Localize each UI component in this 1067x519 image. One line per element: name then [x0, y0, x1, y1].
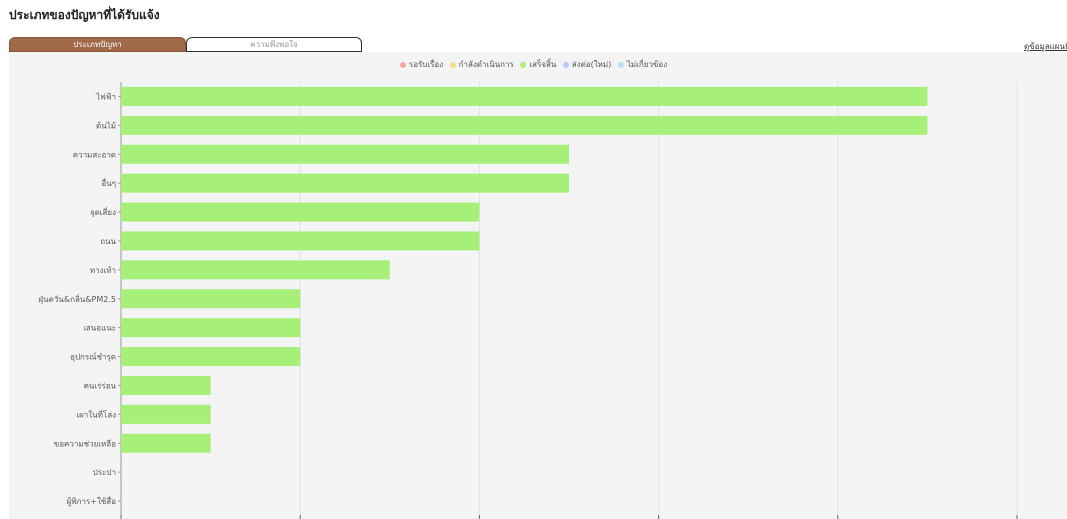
category-label: อื่นๆ [101, 177, 116, 188]
category-label: ผู้พิการ+ใช้สื่อ [67, 495, 117, 507]
legend-label-in-progress: กำลังดำเนินการ [458, 60, 514, 69]
category-label: จุดเสี่ยง [90, 206, 116, 217]
legend-dot-forwarded [562, 61, 569, 68]
bar [121, 144, 569, 164]
category-label: ต้นไม้ [96, 121, 116, 130]
category-label: ขอความช่วยเหลือ [54, 439, 116, 448]
legend-item-forwarded[interactable]: ส่งต่อ(ใหม่) [562, 58, 612, 71]
legend-item-completed[interactable]: เสร็จสิ้น [520, 58, 556, 71]
bar [121, 231, 480, 251]
legend-item-not-related[interactable]: ไม่เกี่ยวข้อง [617, 58, 668, 71]
map-link[interactable]: ดูข้อมูลแผนที่ [1024, 42, 1067, 51]
bar [121, 86, 928, 106]
bar [121, 433, 211, 453]
legend-label-not-related: ไม่เกี่ยวข้อง [626, 60, 668, 69]
legend-label-pending: รอรับเรื่อง [408, 60, 444, 69]
chart-legend: รอรับเรื่อง กำลังดำเนินการ เสร็จสิ้น ส่ง… [0, 58, 1067, 71]
category-label: ฝุ่นควัน&กลิ่น&PM2.5 [38, 293, 116, 304]
category-label: คนเร่ร่อน [84, 381, 117, 390]
legend-label-completed: เสร็จสิ้น [529, 60, 557, 69]
category-label: ถนน [100, 237, 116, 246]
category-label: เผาในที่โล่ง [76, 408, 116, 419]
category-label: เสนอแนะ [83, 324, 116, 333]
legend-item-in-progress[interactable]: กำลังดำเนินการ [449, 58, 514, 71]
legend-label-forwarded: ส่งต่อ(ใหม่) [571, 60, 612, 69]
bar [121, 202, 480, 222]
category-label: ทางเท้า [90, 266, 116, 275]
bar [121, 289, 301, 309]
page-title: ประเภทของปัญหาที่ได้รับแจ้ง [9, 8, 160, 22]
tab-problem-type[interactable]: ประเภทปัญหา [9, 37, 186, 52]
category-label: อุปกรณ์ชำรุด [70, 352, 116, 362]
legend-dot-not-related [617, 61, 624, 68]
legend-dot-completed [520, 61, 527, 68]
bar [121, 115, 928, 135]
category-label: ไฟฟ้า [95, 92, 116, 101]
category-label: ความสะอาด [73, 150, 116, 159]
bar [121, 375, 211, 395]
legend-dot-in-progress [449, 61, 456, 68]
bar [121, 347, 301, 367]
category-label: ประปา [93, 468, 116, 477]
legend-dot-pending [399, 61, 406, 68]
legend-item-pending[interactable]: รอรับเรื่อง [399, 58, 444, 71]
bar [121, 173, 569, 193]
bar [121, 260, 390, 280]
tab-satisfaction[interactable]: ความพึงพอใจ [186, 37, 362, 52]
bar [121, 404, 211, 424]
bar [121, 318, 301, 338]
